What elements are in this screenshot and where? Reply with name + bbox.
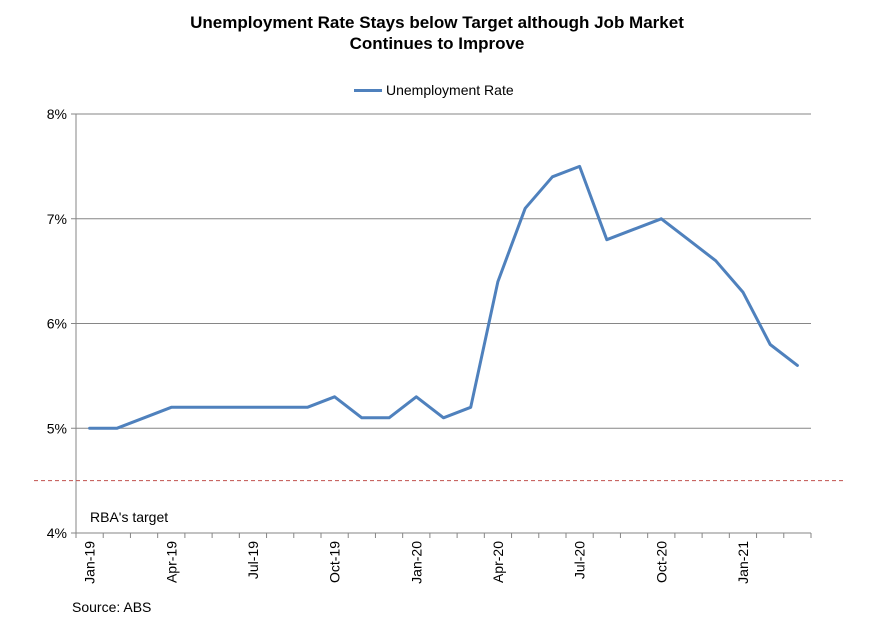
chart-title-line-1: Unemployment Rate Stays below Target alt… [190, 13, 684, 32]
y-tick-label: 6% [47, 316, 67, 332]
source-note: Source: ABS [72, 599, 152, 615]
y-tick-label: 4% [47, 525, 67, 541]
target-line-label: RBA's target [90, 509, 169, 525]
y-tick-label: 8% [47, 106, 67, 122]
x-tick-label: Jul-20 [572, 541, 588, 579]
x-tick-label: Apr-19 [163, 541, 179, 583]
y-tick-label: 5% [47, 420, 67, 436]
x-tick-label: Apr-20 [490, 541, 506, 583]
legend-swatch-unemployment-rate [354, 88, 382, 92]
legend: Unemployment Rate [354, 82, 514, 98]
y-tick-label: 7% [47, 211, 67, 227]
x-tick-label: Jan-19 [82, 541, 98, 584]
x-tick-label: Jul-19 [245, 541, 261, 579]
x-tick-label: Jan-20 [408, 541, 424, 584]
legend-label-unemployment-rate: Unemployment Rate [386, 82, 514, 98]
chart-title-line-2: Continues to Improve [349, 34, 525, 53]
chart-title: Unemployment Rate Stays below Target alt… [0, 12, 874, 54]
x-tick-label: Jan-21 [735, 541, 751, 584]
series-line-unemployment-rate [88, 164, 799, 430]
x-tick-label: Oct-19 [327, 541, 343, 583]
x-tick-label: Oct-20 [653, 541, 669, 583]
